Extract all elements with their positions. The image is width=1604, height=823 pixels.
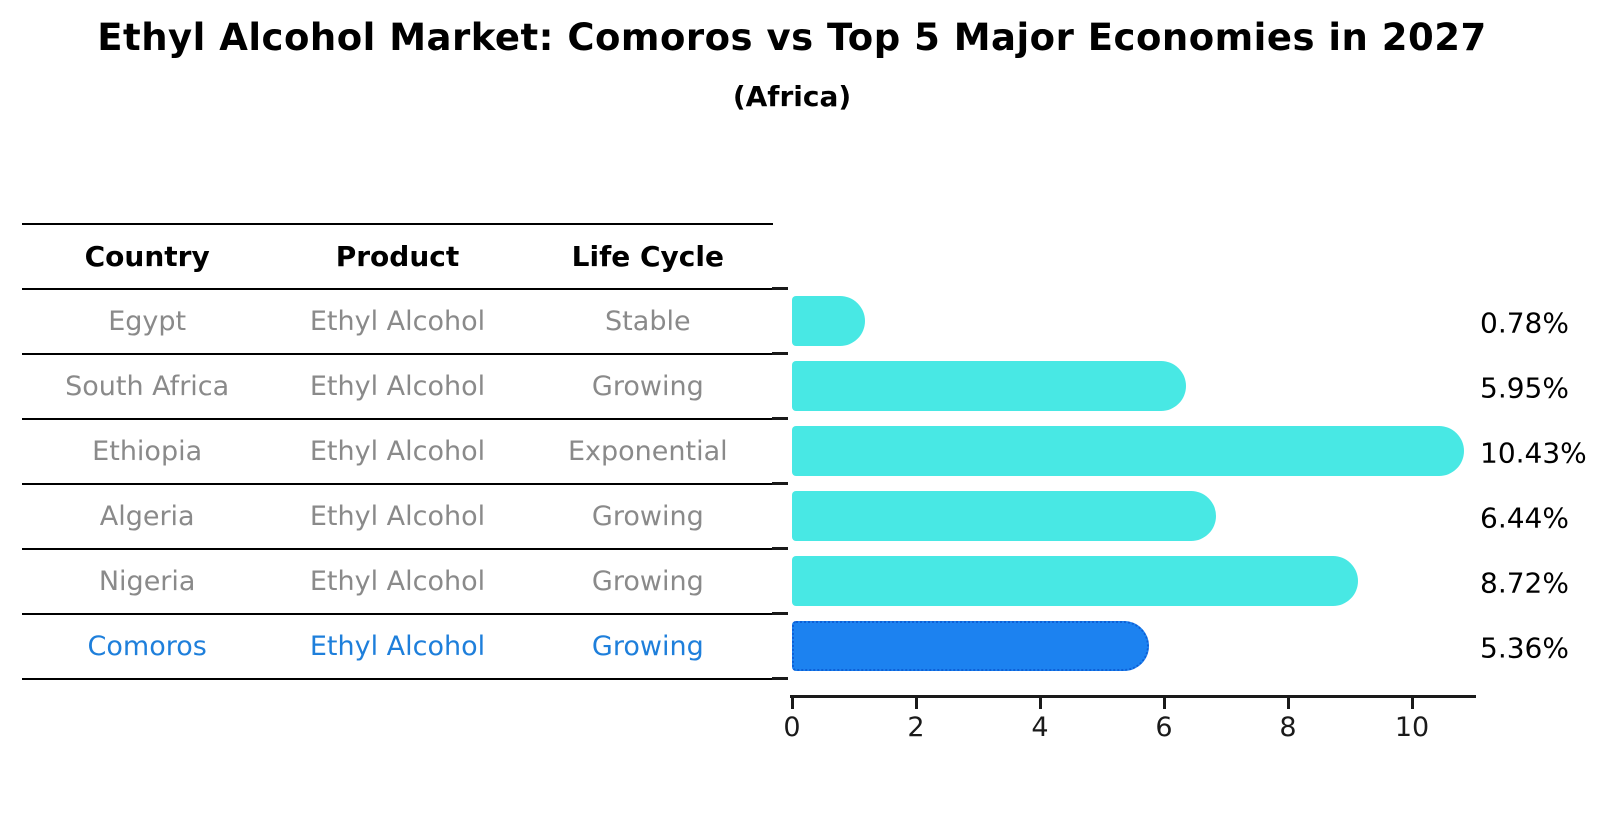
table-row-algeria: Algeria Ethyl Alcohol Growing — [22, 485, 773, 550]
country-cell: Egypt — [108, 306, 187, 337]
bar-value-label-egypt: 0.78% — [1480, 306, 1569, 339]
life-cycle-cell: Exponential — [567, 436, 728, 467]
x-axis-tick-label: 4 — [1031, 712, 1049, 743]
product-cell: Ethyl Alcohol — [309, 566, 486, 597]
bar-south-africa — [792, 360, 1186, 411]
chart-subtitle: (Africa) — [732, 80, 852, 113]
bar-egypt — [792, 295, 866, 346]
x-axis — [790, 695, 1476, 698]
table-row-egypt: Egypt Ethyl Alcohol Stable — [22, 290, 773, 355]
product-cell: Ethyl Alcohol — [309, 306, 486, 337]
country-cell: Ethiopia — [92, 436, 203, 467]
chart-title: Ethyl Alcohol Market: Comoros vs Top 5 M… — [97, 16, 1487, 59]
bar-algeria — [792, 490, 1217, 541]
column-header-product: Product — [335, 240, 460, 273]
y-axis-tick — [772, 416, 788, 420]
life-cycle-cell: Stable — [605, 306, 691, 337]
x-axis-tick-label: 0 — [783, 712, 801, 743]
x-axis-tick-label: 6 — [1155, 712, 1173, 743]
country-cell: Comoros — [87, 631, 207, 662]
table-header-row: Country Product Life Cycle — [22, 225, 773, 290]
x-axis-tick — [1410, 698, 1414, 709]
table-row-comoros: Comoros Ethyl Alcohol Growing — [22, 615, 773, 680]
y-axis-tick — [772, 611, 788, 615]
country-cell: South Africa — [65, 371, 230, 402]
x-axis-tick — [914, 698, 918, 709]
bar-value-label-south-africa: 5.95% — [1480, 371, 1569, 404]
table-row-ethiopia: Ethiopia Ethyl Alcohol Exponential — [22, 420, 773, 485]
y-axis-tick — [772, 481, 788, 485]
life-cycle-cell: Growing — [591, 631, 704, 662]
country-cell: Algeria — [99, 501, 195, 532]
table-row-nigeria: Nigeria Ethyl Alcohol Growing — [22, 550, 773, 615]
product-cell: Ethyl Alcohol — [309, 436, 486, 467]
x-axis-tick-label: 2 — [907, 712, 925, 743]
y-axis-tick — [772, 676, 788, 680]
bar-comoros — [792, 620, 1150, 671]
bar-value-label-nigeria: 8.72% — [1480, 566, 1569, 599]
x-axis-tick — [1162, 698, 1166, 709]
data-table: Country Product Life Cycle Egypt Ethyl A… — [22, 223, 773, 680]
y-axis-tick — [772, 351, 788, 355]
bar-nigeria — [792, 555, 1358, 606]
x-axis-tick-label: 10 — [1394, 712, 1430, 743]
x-axis-tick — [1286, 698, 1290, 709]
column-header-life-cycle: Life Cycle — [571, 240, 724, 273]
country-cell: Nigeria — [98, 566, 196, 597]
life-cycle-cell: Growing — [591, 371, 704, 402]
life-cycle-cell: Growing — [591, 566, 704, 597]
bar-value-label-ethiopia: 10.43% — [1480, 436, 1587, 469]
x-axis-tick-label: 8 — [1279, 712, 1297, 743]
bar-ethiopia — [792, 425, 1464, 476]
column-header-country: Country — [84, 240, 210, 273]
y-axis-tick — [772, 546, 788, 550]
table-row-south-africa: South Africa Ethyl Alcohol Growing — [22, 355, 773, 420]
y-axis-tick — [772, 286, 788, 290]
product-cell: Ethyl Alcohol — [309, 631, 486, 662]
x-axis-tick — [790, 698, 794, 709]
bar-value-label-comoros: 5.36% — [1480, 631, 1569, 664]
product-cell: Ethyl Alcohol — [309, 501, 486, 532]
bar-value-label-algeria: 6.44% — [1480, 501, 1569, 534]
product-cell: Ethyl Alcohol — [309, 371, 486, 402]
x-axis-tick — [1038, 698, 1042, 709]
life-cycle-cell: Growing — [591, 501, 704, 532]
